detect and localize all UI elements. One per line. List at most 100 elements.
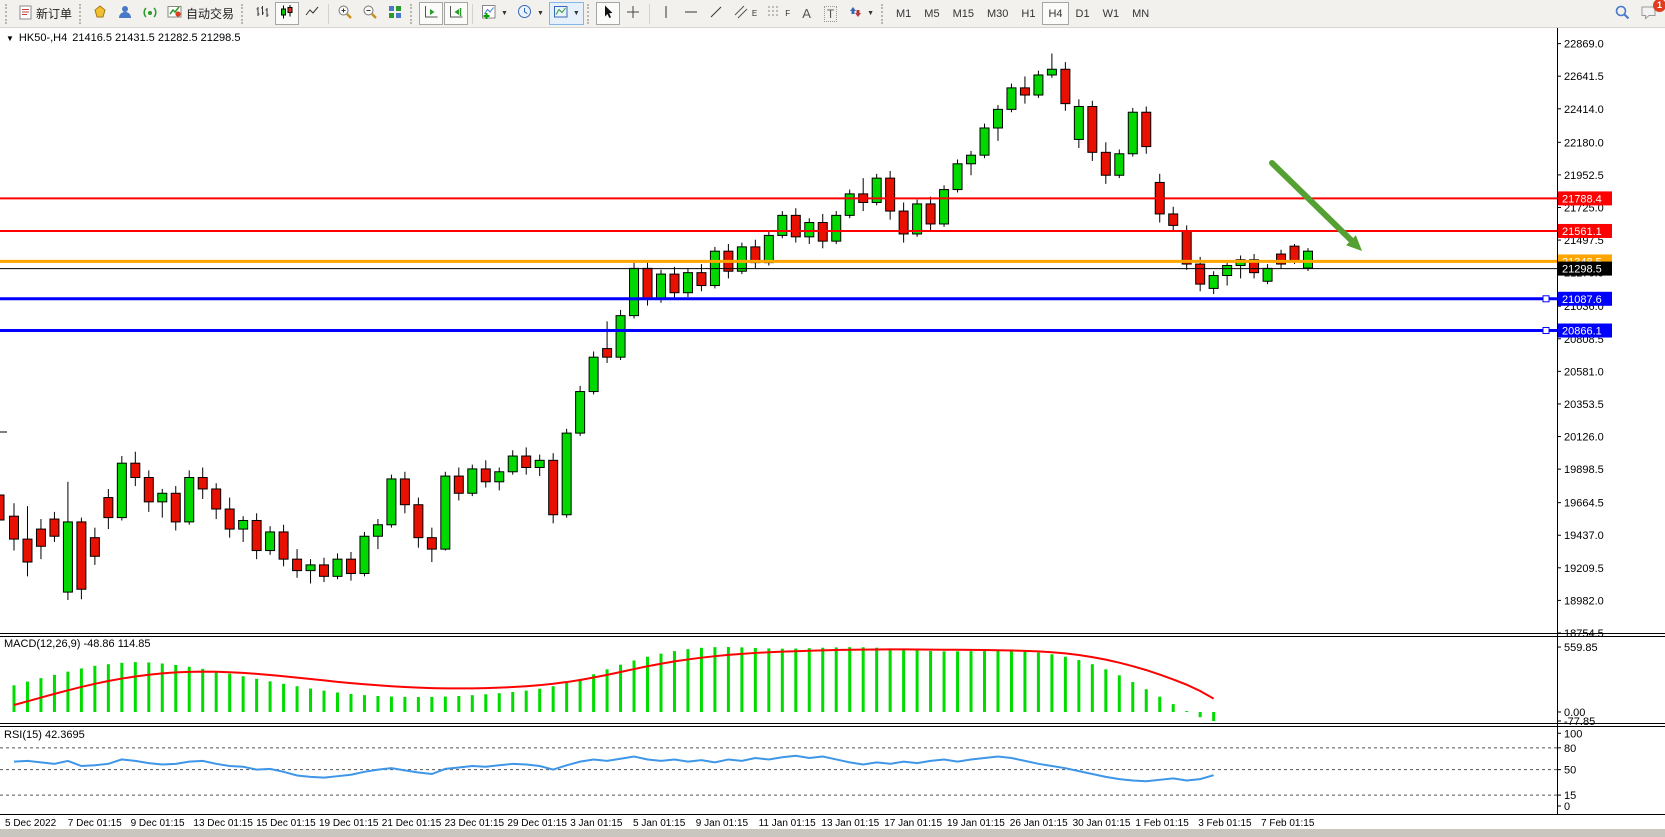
macd-bar (969, 651, 973, 712)
cursor-button[interactable] (595, 2, 620, 25)
indicators-button[interactable]: ▼ (477, 2, 512, 25)
macd-bar (309, 688, 313, 712)
auto-scroll-button[interactable] (419, 2, 444, 25)
date-axis[interactable]: 5 Dec 2022 7 Dec 01:15 9 Dec 01:15 13 Dec 0… (5, 818, 1315, 829)
new-order-button[interactable]: 新订单 (14, 2, 76, 25)
candle (413, 504, 424, 539)
timeframe-w1-button[interactable]: W1 (1097, 2, 1126, 25)
text-button[interactable]: A (795, 2, 818, 25)
community-button[interactable] (113, 2, 137, 25)
macd-bar (1009, 650, 1013, 712)
macd-bar (848, 647, 852, 712)
date-label: 11 Jan 01:15 (759, 818, 817, 829)
candle (1141, 111, 1152, 148)
timeframe-m1-button[interactable]: M1 (890, 2, 917, 25)
macd-bar (551, 686, 555, 712)
vertical-line-button[interactable] (654, 2, 678, 25)
price-badge (1558, 261, 1612, 276)
candlestick-chart-button[interactable] (275, 2, 300, 25)
price-badge (1558, 291, 1612, 306)
notification-badge: 1 (1653, 0, 1665, 12)
market-button[interactable] (88, 2, 112, 25)
timeframe-h4-button[interactable]: H4 (1042, 2, 1069, 25)
candle (399, 478, 410, 506)
timeframe-h1-button[interactable]: H1 (1015, 2, 1041, 25)
chart-shift-button[interactable] (444, 2, 469, 25)
dropdown-caret-icon: ▼ (867, 10, 875, 17)
candle (359, 535, 370, 574)
timeframe-m15-button[interactable]: M15 (947, 2, 980, 25)
candle (1303, 250, 1313, 269)
chart-area: MACD(12,26,9) -48.86 114.85 RSI(15) 42.36… (0, 28, 1665, 837)
chat-button[interactable]: 1 (1636, 0, 1665, 25)
macd-bar (133, 662, 137, 712)
person-icon (117, 4, 133, 23)
macd-bar (726, 647, 730, 712)
line-handle[interactable] (1542, 327, 1550, 335)
text-label-button[interactable]: T (819, 2, 842, 25)
chart-canvas[interactable]: MACD(12,26,9) -48.86 114.85 RSI(15) 42.36… (0, 28, 1665, 837)
macd-bar (336, 692, 339, 712)
axis-tick-label: 20581.0 (1564, 366, 1604, 378)
indicators-icon (481, 4, 497, 23)
date-label: 5 Jan 01:15 (633, 818, 686, 829)
toolbar-separator (472, 3, 474, 24)
macd-bar (1212, 711, 1216, 722)
date-label: 21 Dec 01:15 (382, 818, 442, 829)
line-chart-button[interactable] (300, 2, 324, 25)
line-handle[interactable] (1542, 295, 1550, 303)
macd-bar (376, 695, 380, 712)
macd-bar (767, 648, 771, 712)
bar-chart-button[interactable] (250, 2, 274, 25)
candle (1019, 87, 1030, 96)
candle (507, 455, 518, 473)
macd-bar (619, 664, 623, 712)
candle (494, 471, 505, 483)
trendline-button[interactable] (704, 2, 728, 25)
timeframe-m30-button[interactable]: M30 (981, 2, 1014, 25)
date-label: 9 Jan 01:15 (696, 818, 749, 829)
search-button[interactable] (1610, 2, 1635, 25)
date-label: 17 Jan 01:15 (884, 818, 942, 829)
toolbar-grip (5, 3, 9, 24)
candle (197, 477, 208, 490)
timeframe-mn-button[interactable]: MN (1126, 2, 1155, 25)
candle (1073, 105, 1084, 140)
autotrading-button[interactable]: 自动交易 (163, 2, 238, 25)
axis-tick-label: 100 (1564, 728, 1582, 740)
zoom-out-button[interactable] (358, 2, 382, 25)
candle (143, 477, 154, 503)
candle (305, 564, 316, 572)
symbol-timeframe-label: HK50-,H4 (18, 32, 68, 44)
zoom-in-button[interactable] (333, 2, 357, 25)
date-label: 5 Dec 2022 (5, 818, 57, 829)
macd-bar (484, 694, 488, 712)
zoom-in-icon (337, 4, 353, 23)
horizontal-line-button[interactable] (679, 2, 703, 25)
periods-button[interactable]: ▼ (513, 2, 548, 25)
macd-bar (632, 660, 636, 712)
crosshair-button[interactable] (621, 2, 645, 25)
candle (831, 214, 842, 242)
timeframe-m5-button[interactable]: M5 (918, 2, 945, 25)
arrows-tool-icon (847, 4, 863, 23)
axis-tick-label: 80 (1564, 743, 1576, 755)
candle (1100, 151, 1111, 176)
equidistant-channel-button[interactable]: E (729, 2, 761, 25)
trend-arrow[interactable] (1269, 160, 1362, 251)
candle (440, 475, 451, 550)
symbol-dropdown-icon[interactable]: ▼ (6, 33, 14, 43)
ohlc-values-label: 21416.5 21431.5 21282.5 21298.5 (72, 32, 241, 44)
signals-button[interactable] (138, 2, 162, 25)
axis-tick-label: 18982.0 (1564, 595, 1604, 607)
timeframe-d1-button[interactable]: D1 (1070, 2, 1096, 25)
chart-title: ▼ HK50-,H4 21416.5 21431.5 21282.5 21298… (6, 32, 240, 44)
bar-chart-icon (254, 4, 270, 23)
tile-windows-button[interactable] (383, 2, 407, 25)
arrows-tool-button[interactable]: ▼ (843, 2, 878, 25)
candle (521, 455, 532, 468)
fibonacci-button[interactable]: F (762, 2, 794, 25)
macd-bar (160, 663, 164, 712)
hlines-layer (0, 197, 1557, 335)
templates-button[interactable]: ▼ (548, 2, 584, 25)
